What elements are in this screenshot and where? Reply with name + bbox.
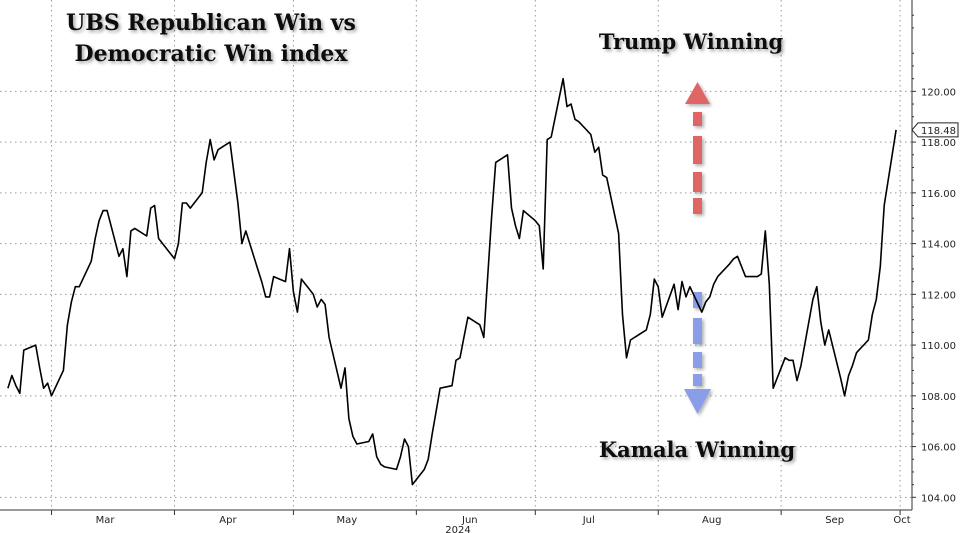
y-tick-label: 104.00 bbox=[921, 493, 956, 504]
annotation-arrows bbox=[684, 82, 711, 414]
x-tick-label: Mar bbox=[96, 515, 116, 526]
up-arrow-dash bbox=[693, 136, 702, 164]
y-tick-label: 120.00 bbox=[921, 87, 956, 98]
last-value-text: 118.48 bbox=[921, 126, 956, 137]
chart-title: UBS Republican Win vs Democratic Win ind… bbox=[66, 10, 356, 67]
down-arrow-dash bbox=[693, 352, 702, 368]
y-tick-label: 116.00 bbox=[921, 189, 956, 200]
x-tick-label: Apr bbox=[219, 515, 237, 526]
y-tick-label: 114.00 bbox=[921, 240, 956, 251]
title-line-1: UBS Republican Win vs bbox=[66, 10, 356, 36]
x-tick-label: Sep bbox=[825, 515, 844, 526]
down-arrow-head bbox=[684, 389, 711, 414]
y-tick-label: 106.00 bbox=[921, 443, 956, 454]
grid bbox=[0, 0, 912, 510]
x-tick-label: Jul bbox=[582, 515, 595, 526]
x-tick-label: Jun bbox=[461, 515, 478, 526]
y-tick-label: 112.00 bbox=[921, 290, 956, 301]
last-value-box bbox=[911, 122, 959, 138]
up-arrow-head bbox=[685, 82, 710, 104]
series-line bbox=[7, 77, 897, 486]
down-arrow-dash bbox=[693, 292, 702, 308]
up-arrow-dash bbox=[693, 198, 702, 214]
trump-winning-label: Trump Winning bbox=[599, 29, 784, 54]
y-tick-label: 118.00 bbox=[921, 138, 956, 149]
y-tick-label: 108.00 bbox=[921, 392, 956, 403]
x-tick-label: Aug bbox=[702, 515, 722, 526]
x-axis: Mar Apr May Jun Jul Aug Sep Oct 2024 bbox=[0, 509, 912, 533]
title-line-2: Democratic Win index bbox=[74, 41, 348, 67]
x-tick-label: Oct bbox=[893, 515, 910, 526]
up-arrow-dash bbox=[693, 172, 702, 192]
down-arrow-dash bbox=[693, 374, 702, 386]
annotation-labels: Trump Winning Kamala Winning bbox=[599, 29, 796, 462]
up-arrow-dash bbox=[693, 112, 702, 126]
last-value-label: 118.48 bbox=[911, 122, 959, 138]
y-tick-label: 110.00 bbox=[921, 341, 956, 352]
x-tick-label: May bbox=[337, 515, 358, 526]
series bbox=[7, 77, 897, 486]
x-axis-label: 2024 bbox=[445, 525, 470, 533]
y-axis: 104.00 106.00 108.00 110.00 112.00 114.00 116.… bbox=[911, 0, 956, 510]
kamala-winning-label: Kamala Winning bbox=[599, 437, 796, 462]
down-arrow-dash bbox=[693, 318, 702, 344]
